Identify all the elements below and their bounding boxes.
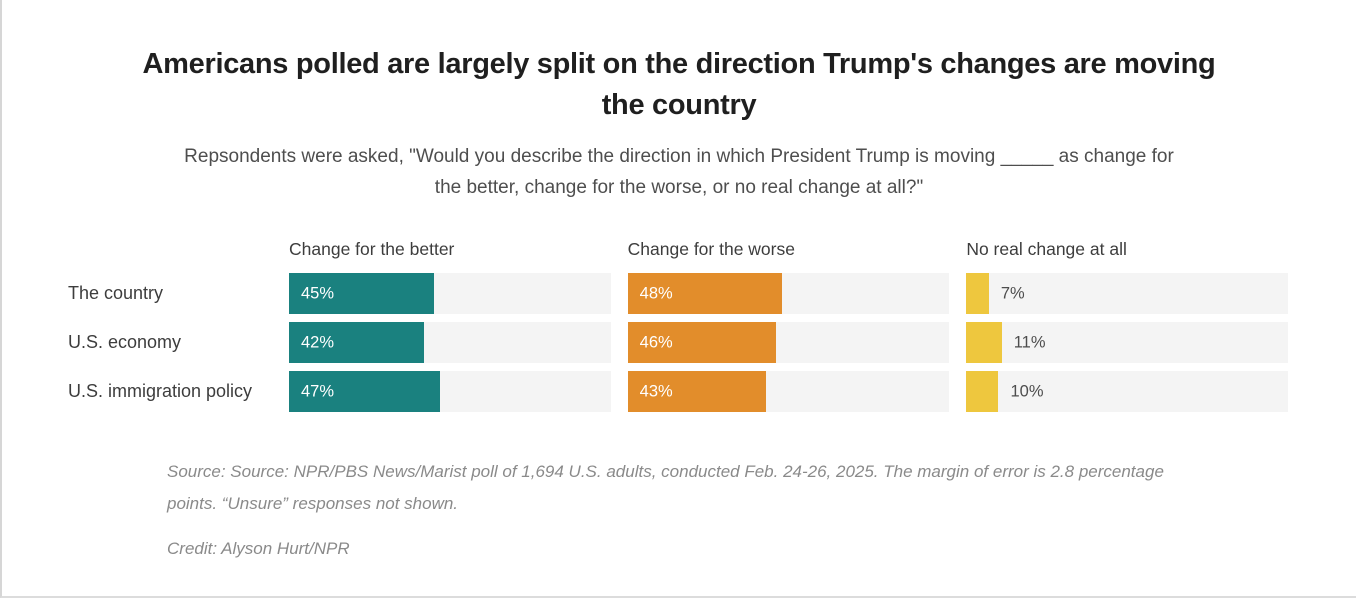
bar-track: 45%: [289, 273, 611, 314]
bar-value-label: 46%: [639, 333, 673, 351]
bar-fill: [289, 322, 425, 363]
bar-track: 43%: [627, 371, 950, 412]
bar-fill: [966, 273, 989, 314]
chart-title: Americans polled are largely split on th…: [142, 48, 1216, 121]
chart-row: U.S. immigration policy 47% 43% 10%: [68, 371, 1288, 412]
grouped-bar-chart: Change for the better Change for the wors…: [68, 239, 1288, 412]
chart-row: U.S. economy 42% 46% 11%: [68, 322, 1288, 363]
bar-value-label: 45%: [301, 284, 335, 302]
bar-track: 47%: [289, 371, 611, 412]
row-label: U.S. immigration policy: [68, 381, 253, 401]
row-label-spacer: [68, 239, 272, 260]
chart-notes: Source: Source: NPR/PBS News/Marist poll…: [167, 456, 1207, 565]
bar-track: 48%: [627, 273, 950, 314]
chart-subtitle: Repsondents were asked, "Would you descr…: [184, 146, 1174, 198]
bar-fill: [289, 371, 441, 412]
bar-value-label: 42%: [301, 333, 335, 351]
row-label: The country: [68, 283, 164, 303]
credit-note: Credit: Alyson Hurt/NPR: [167, 539, 350, 558]
bar-value-label: 10%: [1010, 382, 1044, 400]
bar-fill: [289, 273, 434, 314]
bar-track: 7%: [966, 273, 1288, 314]
bar-track: 42%: [289, 322, 611, 363]
bar-fill: [627, 273, 783, 314]
bar-value-label: 11%: [1013, 333, 1046, 351]
bar-value-label: 48%: [639, 284, 673, 302]
chart-header-row: Change for the better Change for the wors…: [68, 239, 1288, 260]
bar-track: 46%: [627, 322, 950, 363]
bar-fill: [966, 371, 999, 412]
series-header: Change for the better: [289, 239, 455, 259]
chart-row: The country 45% 48% 7%: [68, 273, 1288, 314]
bar-value-label: 7%: [1000, 284, 1025, 302]
bar-fill: [627, 371, 766, 412]
bar-track: 11%: [966, 322, 1288, 363]
bar-track: 10%: [966, 371, 1288, 412]
series-header: No real change at all: [966, 239, 1127, 259]
row-label: U.S. economy: [68, 332, 182, 352]
bar-fill: [627, 322, 776, 363]
bar-fill: [966, 322, 1002, 363]
bar-value-label: 43%: [639, 382, 673, 400]
source-note: Source: Source: NPR/PBS News/Marist poll…: [167, 462, 1164, 513]
bar-value-label: 47%: [301, 382, 335, 400]
series-header: Change for the worse: [627, 239, 795, 259]
